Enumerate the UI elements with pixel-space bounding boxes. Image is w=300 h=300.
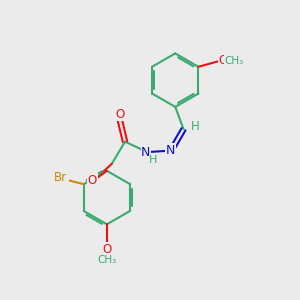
Text: N: N: [166, 143, 175, 157]
Text: CH₃: CH₃: [224, 56, 244, 65]
Text: O: O: [102, 243, 112, 256]
Text: O: O: [88, 174, 97, 187]
Text: H: H: [149, 155, 158, 165]
Text: O: O: [218, 54, 228, 67]
Text: N: N: [141, 146, 151, 159]
Text: Br: Br: [53, 171, 67, 184]
Text: CH₃: CH₃: [97, 255, 116, 265]
Text: H: H: [190, 120, 199, 133]
Text: O: O: [115, 107, 124, 121]
